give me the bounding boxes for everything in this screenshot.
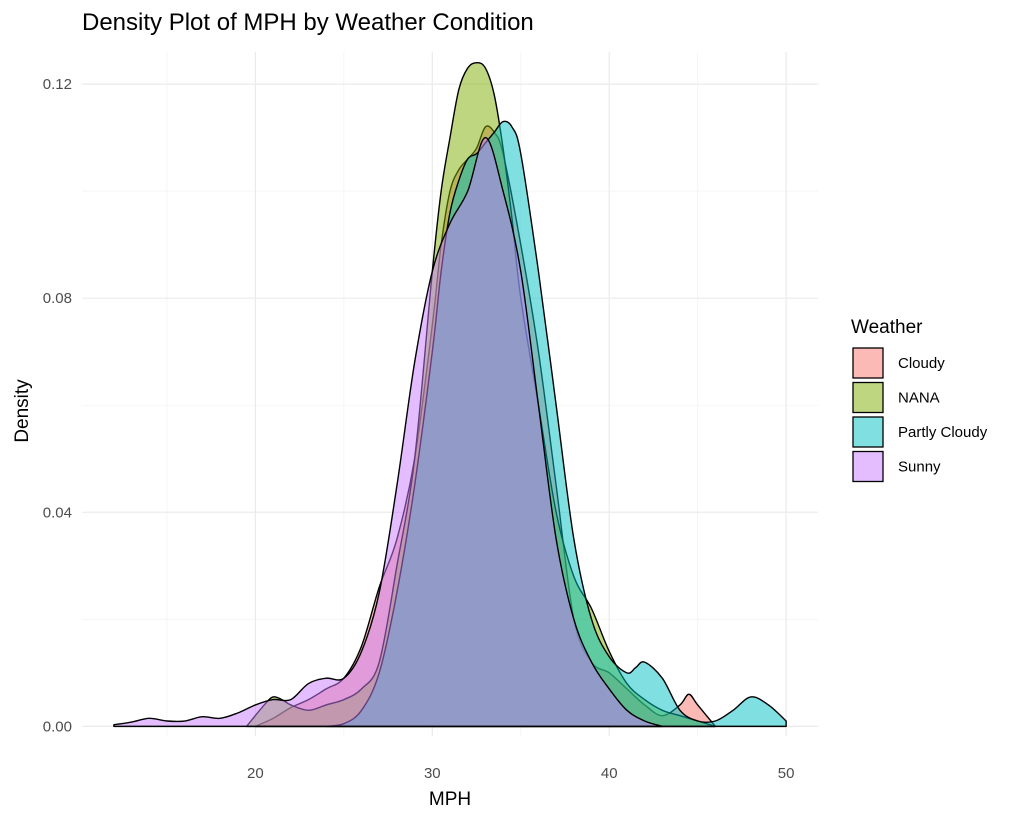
- legend-swatch: [852, 347, 884, 379]
- y-tick-label: 0.00: [43, 718, 72, 735]
- y-tick-label: 0.08: [43, 290, 72, 307]
- legend-swatch: [852, 416, 884, 448]
- density-area-sunny: [113, 136, 664, 728]
- y-axis-title: Density: [12, 379, 33, 443]
- legend-label: Partly Cloudy: [898, 424, 988, 441]
- legend-item-sunny: Sunny: [851, 449, 941, 484]
- x-tick-label: 20: [247, 765, 264, 782]
- y-tick-label: 0.04: [43, 504, 72, 521]
- density-areas: [113, 62, 787, 728]
- x-axis-title: MPH: [429, 789, 471, 810]
- chart-title: Density Plot of MPH by Weather Condition: [82, 9, 534, 36]
- legend-label: Sunny: [898, 459, 941, 476]
- legend: Weather Cloudy NANA Partly Cloudy Sunny: [851, 317, 988, 484]
- legend-label: Cloudy: [898, 355, 945, 372]
- legend-item-nana: NANA: [851, 380, 940, 415]
- legend-swatch: [852, 381, 884, 414]
- legend-label: NANA: [898, 390, 940, 407]
- x-tick-label: 30: [424, 765, 441, 782]
- x-tick-label: 40: [601, 765, 618, 782]
- x-tick-label: 50: [778, 765, 795, 782]
- legend-item-cloudy: Cloudy: [851, 346, 945, 380]
- axis-ticks: 20 30 40 50 0.00 0.04 0.08 0.12: [43, 76, 795, 782]
- legend-item-partly-cloudy: Partly Cloudy: [851, 415, 988, 449]
- y-tick-label: 0.12: [43, 76, 72, 93]
- legend-title: Weather: [851, 317, 923, 338]
- legend-swatch: [852, 450, 884, 483]
